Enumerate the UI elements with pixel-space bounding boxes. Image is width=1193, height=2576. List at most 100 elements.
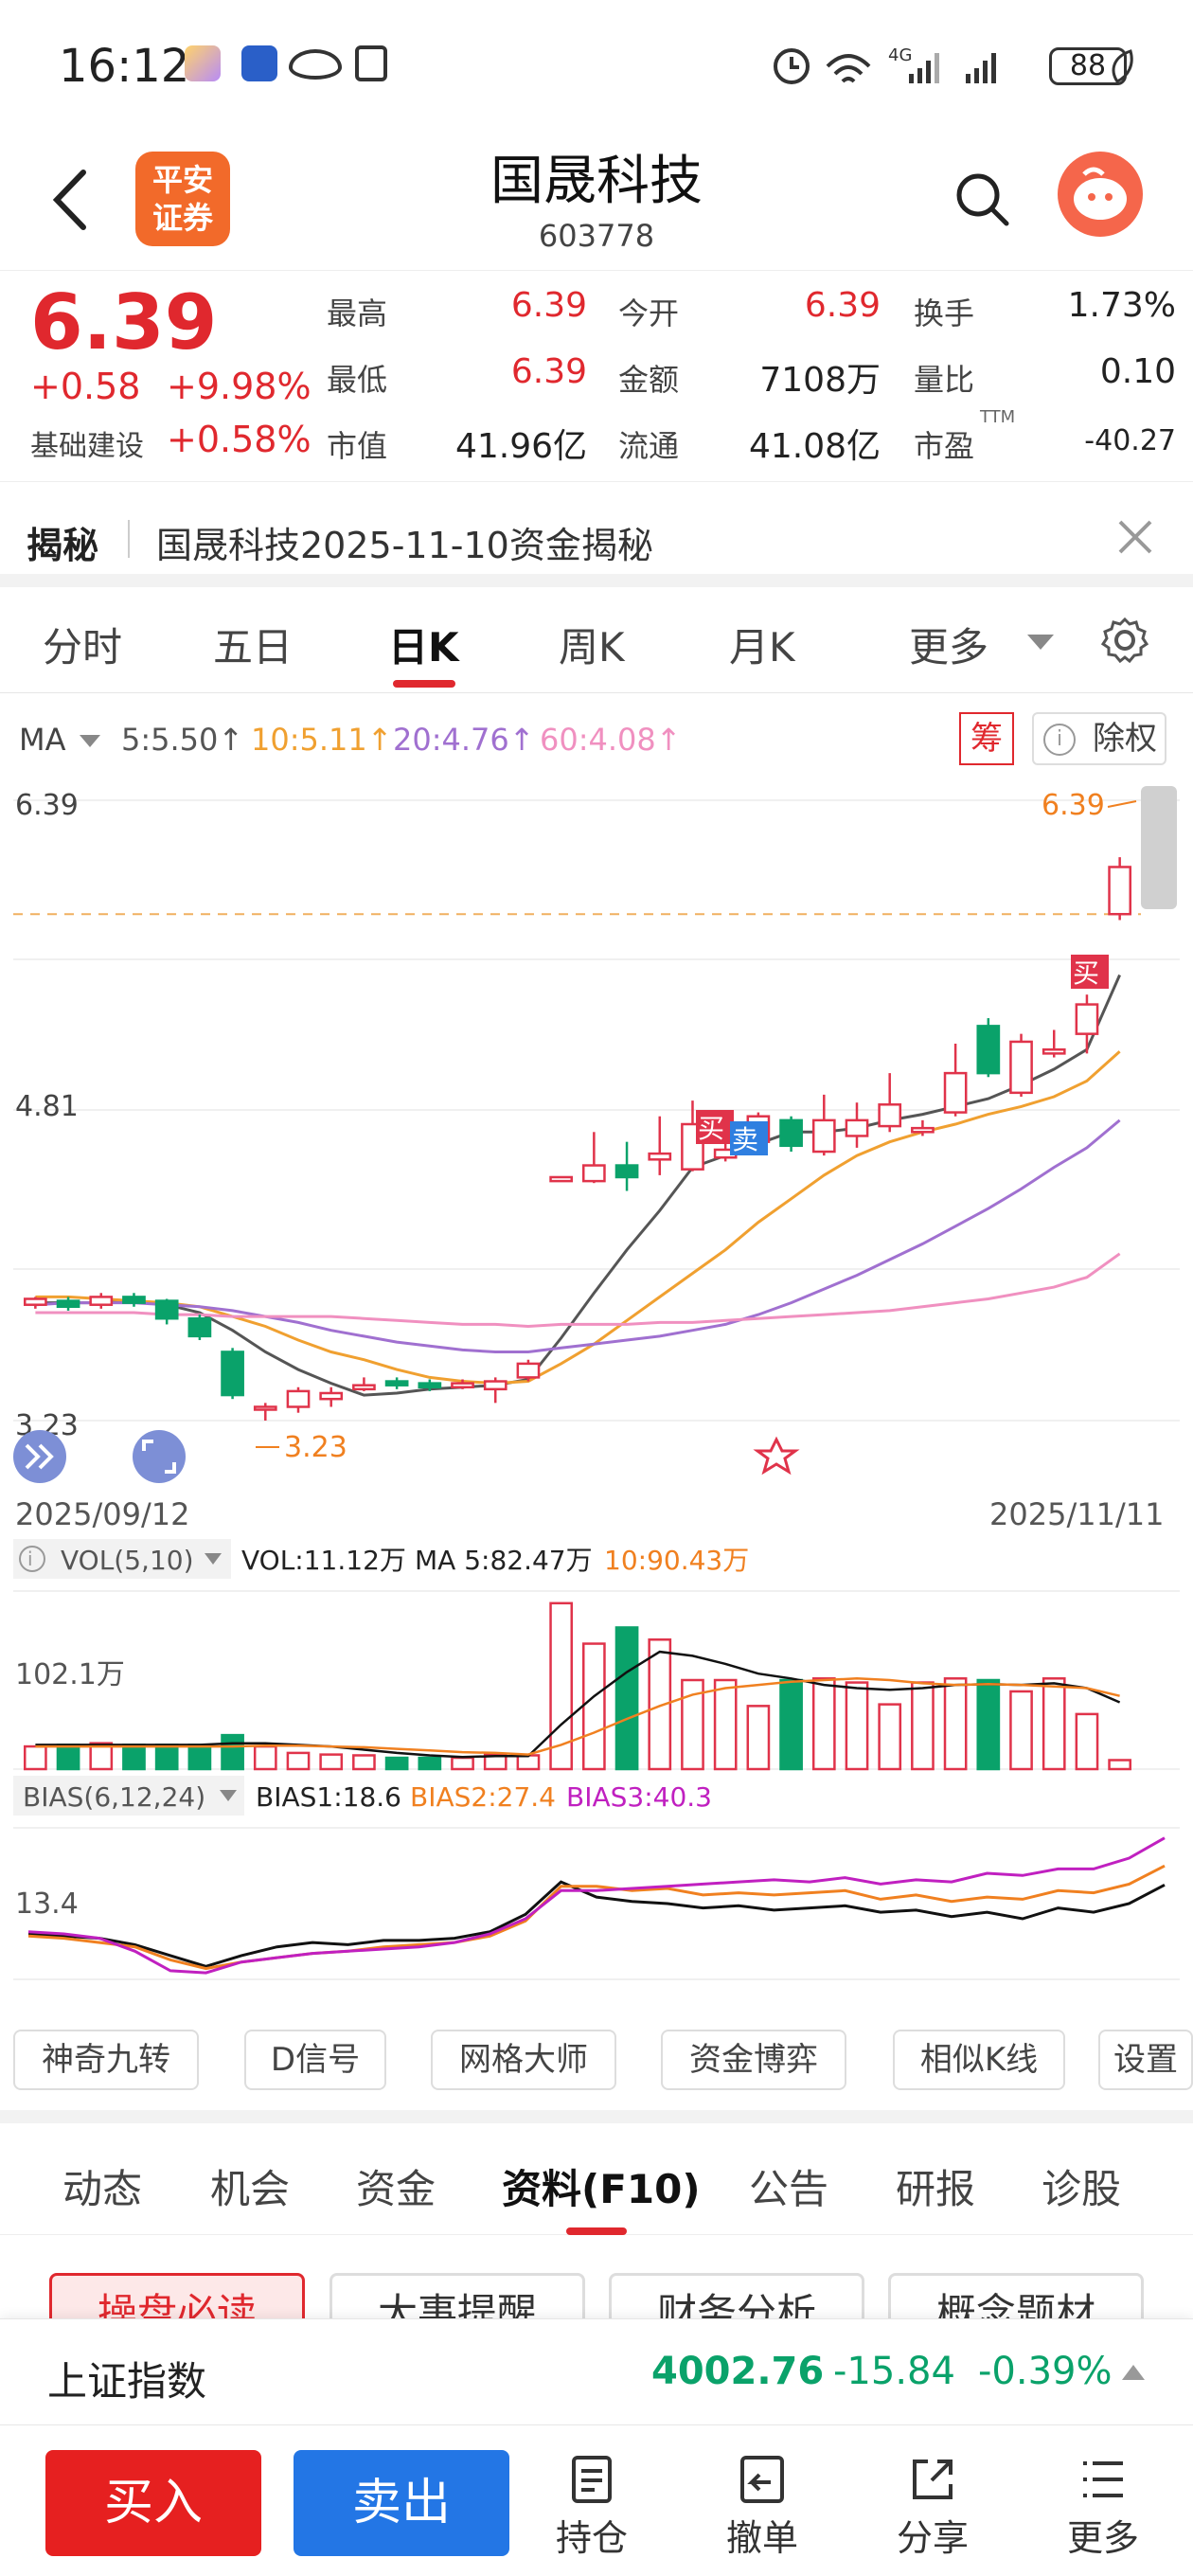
section-gap [0, 2110, 1193, 2123]
must-read-button[interactable]: 操盘必读 [49, 2273, 305, 2320]
ma5-value: 5:5.50↑ [121, 722, 244, 758]
pe-value: -40.27 [1084, 424, 1176, 457]
low-value: 6.39 [510, 352, 587, 391]
assistant-avatar[interactable] [1058, 152, 1143, 237]
ma60-value: 60:4.08↑ [540, 722, 682, 758]
sell-marker: 卖 [730, 1121, 768, 1155]
float-label: 流通 [618, 428, 680, 464]
search-icon[interactable] [952, 169, 1012, 229]
sector-name[interactable]: 基础建设 [30, 430, 144, 463]
events-button[interactable]: 大事提醒 [329, 2273, 585, 2320]
tab-fund[interactable]: 资金 [356, 2166, 436, 2212]
nav-more-label: 更多 [1066, 2517, 1139, 2559]
vol-info-icon[interactable] [19, 1546, 45, 1572]
candle-body [56, 1299, 80, 1309]
index-value: 4002.76 [651, 2350, 825, 2393]
candle-body [976, 1025, 1001, 1075]
stock-header: 平安 证券 国晟科技 603778 [0, 133, 1193, 270]
volume-bar [286, 1751, 311, 1771]
chevron-up-icon[interactable] [1122, 2365, 1145, 2380]
kline-chart[interactable]: 6.39 4.81 3.23 6.39 3.23 买 卖 买 2025/09/1… [0, 767, 1193, 2027]
tab-f10[interactable]: 资料(F10) [502, 2166, 701, 2212]
vol-dropdown-icon[interactable] [205, 1553, 222, 1565]
candle-body [1042, 1047, 1066, 1055]
nav-more[interactable]: 更多 [1046, 2454, 1160, 2561]
financial-analysis-button[interactable]: 财务分析 [609, 2273, 864, 2320]
chip-distribution-button[interactable]: 筹 [959, 712, 1014, 765]
tab-monthly-k[interactable]: 月K [729, 624, 795, 671]
expand-left-icon[interactable] [13, 1430, 66, 1483]
concept-button[interactable]: 概念题材 [888, 2273, 1144, 2320]
tab-intraday[interactable]: 分时 [43, 624, 123, 671]
fund-reveal-banner[interactable]: 揭秘 国晟科技2025-11-10资金揭秘 [0, 481, 1193, 574]
float-value: 41.08亿 [748, 427, 881, 466]
nav-share[interactable]: 分享 [876, 2454, 989, 2561]
bias-selector-bg[interactable] [13, 1776, 244, 1816]
ma-dropdown-icon[interactable] [80, 735, 100, 747]
ma-selector[interactable]: MA [19, 722, 66, 758]
svg-text:买: 买 [698, 1113, 724, 1144]
bias-line-bias3 [27, 1836, 1166, 1975]
vol-selector[interactable]: VOL(5,10) [61, 1545, 194, 1576]
tab-announcement[interactable]: 公告 [749, 2166, 829, 2212]
d-signal-button[interactable]: D信号 [244, 2030, 386, 2090]
nav-positions[interactable]: 持仓 [535, 2454, 649, 2561]
high-label: 最高 [327, 295, 388, 331]
gear-icon[interactable] [1100, 616, 1149, 665]
broker-logo[interactable]: 平安 证券 [135, 152, 230, 246]
turnover-label: 换手 [914, 295, 975, 331]
index-ticker-bar[interactable]: 上证指数 4002.76 -15.84 -0.39% [0, 2318, 1193, 2424]
tool-settings-button[interactable]: 设置 [1098, 2030, 1193, 2090]
chevron-down-icon[interactable] [1027, 635, 1054, 650]
high-value: 6.39 [510, 286, 587, 325]
nav-cancel-order[interactable]: 撤单 [705, 2454, 819, 2561]
volume-bar [187, 1744, 212, 1771]
tab-news[interactable]: 动态 [62, 2166, 143, 2212]
bias-dropdown-icon[interactable] [220, 1790, 237, 1801]
ma-line-ma5 [35, 974, 1121, 1397]
vol-y-label: 102.1万 [15, 1658, 125, 1691]
reveal-divider [128, 520, 130, 558]
tab-diagnosis[interactable]: 诊股 [1042, 2166, 1122, 2212]
candle-body [23, 1297, 47, 1306]
ma-line-ma60 [35, 1252, 1121, 1329]
close-icon[interactable] [1113, 514, 1158, 560]
volume-bar [483, 1753, 507, 1771]
sell-button[interactable]: 卖出 [294, 2450, 509, 2556]
amount-label: 金额 [618, 362, 680, 398]
bias2-value: BIAS2:27.4 [410, 1781, 556, 1813]
mcap-label: 市值 [327, 428, 388, 464]
volume-ma-lines [35, 1650, 1121, 1759]
fund-game-button[interactable]: 资金博弈 [661, 2030, 846, 2090]
event-star-icon[interactable] [753, 1436, 800, 1476]
grid-master-button[interactable]: 网格大师 [431, 2030, 616, 2090]
volume-bar [352, 1754, 376, 1771]
bias-selector[interactable]: BIAS(6,12,24) [23, 1781, 205, 1813]
volume-bar [549, 1601, 574, 1771]
low-label: 最低 [327, 362, 388, 398]
ex-right-button[interactable]: 除权 [1032, 712, 1166, 765]
candle-body [943, 1071, 968, 1114]
tab-five-day[interactable]: 五日 [213, 624, 294, 671]
magic-nine-button[interactable]: 神奇九转 [13, 2030, 199, 2090]
candle-body [648, 1152, 672, 1161]
reveal-text[interactable]: 国晟科技2025-11-10资金揭秘 [156, 525, 653, 566]
price-change: +0.58 [30, 366, 141, 407]
tab-daily-k[interactable]: 日K [388, 624, 459, 671]
ma-line-ma10 [35, 1050, 1121, 1386]
open-value: 6.39 [804, 286, 881, 325]
sector-change-pct: +0.58% [167, 419, 312, 460]
tab-research[interactable]: 研报 [896, 2166, 976, 2212]
tab-weekly-k[interactable]: 周K [559, 624, 625, 671]
chart-scrollbar[interactable] [1141, 786, 1177, 909]
tab-more[interactable]: 更多 [909, 624, 989, 671]
back-arrow-icon[interactable] [47, 167, 95, 233]
volume-bar [56, 1744, 80, 1771]
vol-selector-bg[interactable] [13, 1539, 231, 1579]
amount-value: 7108万 [759, 361, 881, 400]
similar-kline-button[interactable]: 相似K线 [893, 2030, 1065, 2090]
fullscreen-icon[interactable] [133, 1430, 186, 1483]
buy-button[interactable]: 买入 [45, 2450, 261, 2556]
tab-opportunity[interactable]: 机会 [210, 2166, 291, 2212]
reveal-title: 揭秘 [27, 525, 99, 566]
